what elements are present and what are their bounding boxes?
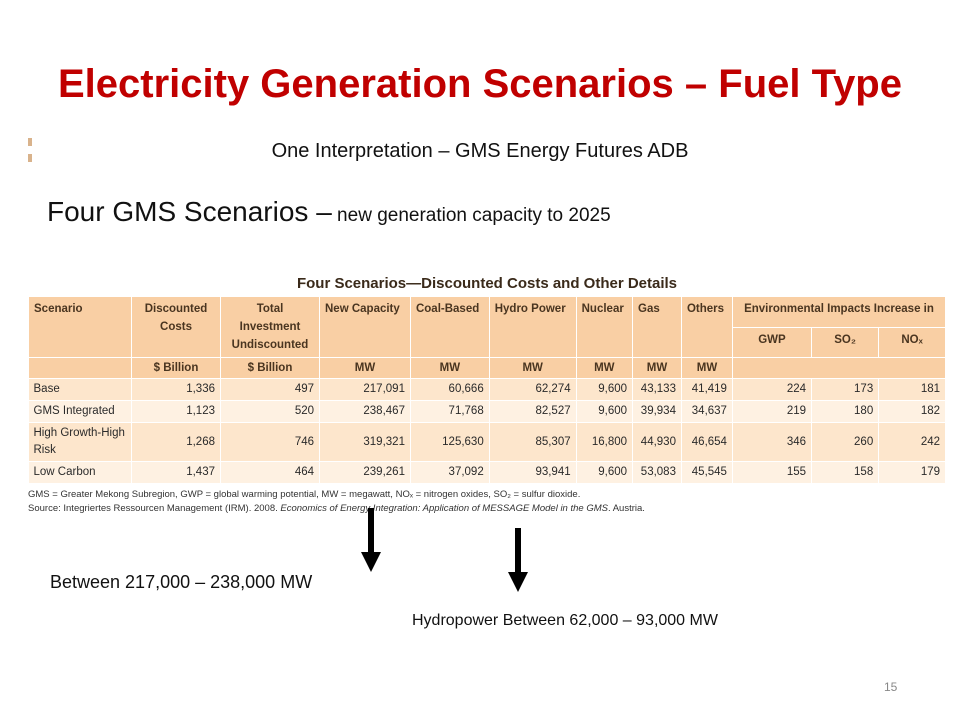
table-cell: 238,467 [319,400,411,423]
table-cell: 44,930 [632,422,682,462]
slide-subtitle: One Interpretation – GMS Energy Futures … [271,140,689,162]
scenario-table: Scenario Discounted Costs Total Investme… [28,296,947,484]
arrow-shaft-left [368,508,374,554]
unit-cell: MW [488,357,577,379]
table-cell: 9,600 [576,400,634,423]
source-title: Economics of Energy Integration: Applica… [280,503,608,514]
heading-detail: new generation capacity to 2025 [331,205,611,226]
table-cell: 1,123 [131,400,221,423]
col-nuclear: Nuclear [575,296,634,358]
table-cell: 182 [878,400,946,423]
table-cell: 520 [220,400,320,423]
table-cell: 1,336 [131,378,221,401]
table-caption: Four Scenarios—Discounted Costs and Othe… [296,275,678,292]
heading-main: Four GMS Scenarios – [47,196,332,227]
unit-cell: MW [680,357,733,379]
table-cell: 239,261 [319,461,411,484]
slide-title: Electricity Generation Scenarios – Fuel … [57,62,902,106]
table-cell: 34,637 [681,400,733,423]
col-scenario: Scenario [28,296,132,358]
abbreviation-note: GMS = Greater Mekong Subregion, GWP = gl… [28,489,581,500]
col-coal: Coal-Based [409,296,490,358]
table-cell: 60,666 [410,378,490,401]
table-cell: 217,091 [319,378,411,401]
table-cell: 9,600 [576,378,634,401]
unit-cell: MW [319,357,411,379]
col-gas: Gas [632,296,682,358]
unit-cell: $ Billion [131,357,221,379]
table-units-row: $ Billion $ Billion MW MW MW MW MW MW [28,357,947,379]
table-cell: 1,268 [131,422,221,462]
arrow-down-icon [508,572,528,592]
table-row: High Growth-High Risk 1,268 746 319,321 … [28,422,946,462]
table-cell: 45,545 [681,461,733,484]
cell-scenario-name: GMS Integrated [28,400,132,423]
table-cell: 260 [811,422,880,462]
table-cell: 46,654 [681,422,733,462]
source-note: Source: Integriertes Ressourcen Manageme… [28,502,946,516]
table-cell: 181 [878,378,946,401]
hydropower-note: Hydropower Between 62,000 – 93,000 MW [412,612,718,629]
cell-scenario-name: Base [28,378,132,401]
table-cell: 39,934 [632,400,682,423]
table-cell: 62,274 [489,378,577,401]
col-env-impacts: Environmental Impacts Increase in [731,296,947,328]
table-row: Low Carbon 1,437 464 239,261 37,092 93,9… [28,461,946,484]
table-cell: 93,941 [489,461,577,484]
new-capacity-note: Between 217,000 – 238,000 MW [50,572,313,592]
table-cell: 497 [220,378,320,401]
table-cell: 319,321 [319,422,411,462]
arrow-shaft-right [515,528,521,574]
table-notes: GMS = Greater Mekong Subregion, GWP = gl… [28,488,946,516]
cell-scenario-name: High Growth-High Risk [28,422,132,462]
table-cell: 71,768 [410,400,490,423]
table-cell: 224 [732,378,813,401]
table-cell: 53,083 [632,461,682,484]
page-number: 15 [884,680,898,694]
units-blank-env [731,357,947,379]
unit-cell: $ Billion [220,357,320,379]
table-cell: 219 [732,400,813,423]
table-cell: 85,307 [489,422,577,462]
section-heading: Four GMS Scenarios – new generation capa… [47,196,611,228]
col-nox: NOₓ [878,326,946,358]
col-new-capacity: New Capacity [319,296,411,358]
table-cell: 346 [732,422,813,462]
table-cell: 242 [878,422,946,462]
source-prefix: Source: Integriertes Ressourcen Manageme… [28,503,281,514]
table-cell: 173 [811,378,880,401]
table-cell: 158 [811,461,880,484]
table-cell: 37,092 [410,461,490,484]
col-discounted-costs: Discounted Costs [131,296,221,358]
table-cell: 9,600 [576,461,634,484]
col-hydro: Hydro Power [488,296,577,358]
table-row: GMS Integrated 1,123 520 238,467 71,768 … [28,400,946,423]
table-cell: 16,800 [576,422,634,462]
table-cell: 179 [878,461,946,484]
table-cell: 464 [220,461,320,484]
table-cell: 125,630 [410,422,490,462]
unit-cell: MW [409,357,490,379]
col-so2: SO₂ [810,326,880,358]
cell-scenario-name: Low Carbon [28,461,132,484]
table-cell: 155 [732,461,813,484]
table-cell: 746 [220,422,320,462]
table-cell: 82,527 [489,400,577,423]
table-cell: 180 [811,400,880,423]
source-suffix: . Austria. [607,503,645,514]
col-total-investment: Total Investment Undiscounted [220,296,320,358]
unit-cell: MW [632,357,682,379]
table-cell: 1,437 [131,461,221,484]
left-edge-marks [28,138,34,174]
table-cell: 43,133 [632,378,682,401]
col-gwp: GWP [731,326,813,358]
table-row: Base 1,336 497 217,091 60,666 62,274 9,6… [28,378,946,401]
table-header-row: Scenario Discounted Costs Total Investme… [28,296,947,358]
arrow-down-icon [361,552,381,572]
col-others: Others [680,296,733,358]
unit-cell: MW [575,357,634,379]
table-cell: 41,419 [681,378,733,401]
units-blank [28,357,132,379]
scenario-table-image: Four Scenarios—Discounted Costs and Othe… [28,272,947,520]
